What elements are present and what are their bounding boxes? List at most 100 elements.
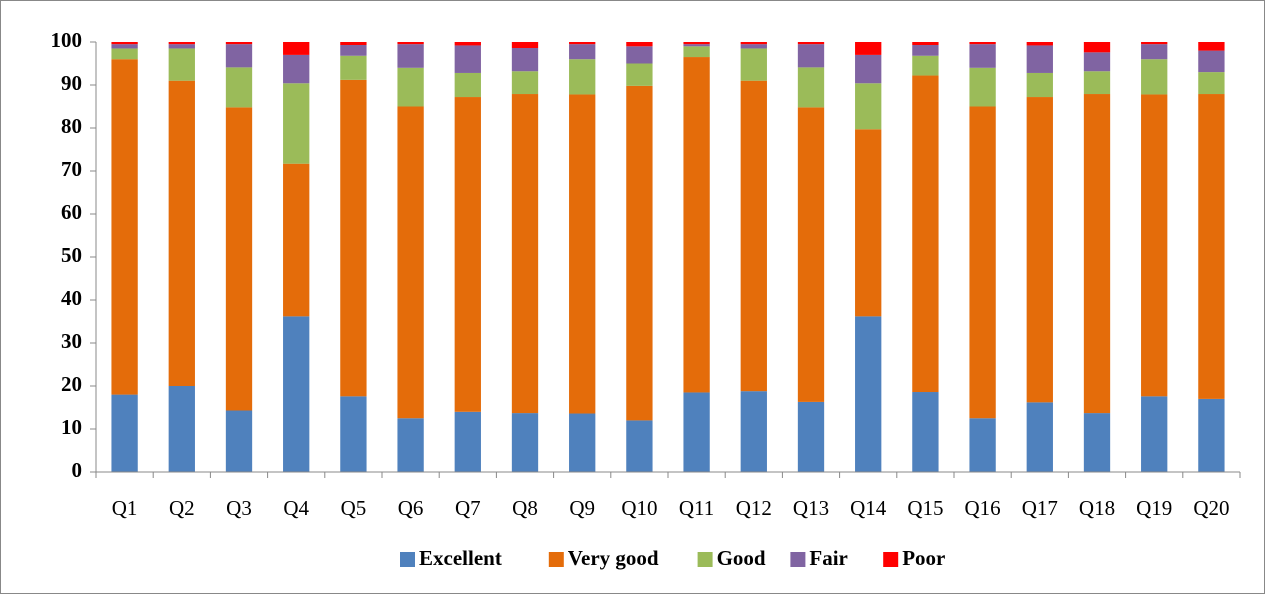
legend-swatch — [790, 552, 806, 567]
bar-segment — [569, 94, 596, 414]
bar-segment — [454, 42, 481, 46]
bar-segment — [740, 44, 767, 49]
bar-segment — [168, 386, 195, 472]
bar-segment — [225, 107, 253, 411]
bar-segment — [1198, 398, 1225, 472]
bar-segment — [168, 80, 195, 386]
x-tick-label: Q13 — [793, 496, 829, 520]
bar-segment — [283, 163, 310, 317]
bar-segment — [340, 45, 367, 56]
bar-segment — [683, 44, 710, 47]
bar-segment — [397, 67, 424, 107]
bar-segment — [1198, 94, 1225, 399]
bar-segment — [1198, 72, 1225, 95]
bar-segment — [340, 79, 367, 397]
bar-segment — [626, 42, 653, 47]
x-tick-label: Q17 — [1022, 496, 1058, 520]
bar-segment — [283, 83, 310, 164]
bar-segment — [1141, 42, 1168, 45]
bar-segment — [740, 80, 767, 392]
y-tick-label: 60 — [61, 200, 82, 224]
y-tick-label: 90 — [61, 71, 82, 95]
bar-segment — [168, 42, 195, 45]
bar-segment — [969, 44, 996, 68]
bar-segment — [855, 129, 882, 317]
bar-segment — [1141, 44, 1168, 60]
bar-segment — [1141, 94, 1168, 397]
bar-segment — [855, 316, 882, 472]
bar-segment — [1026, 97, 1053, 403]
bar-segment — [511, 48, 539, 72]
bar-segment — [626, 420, 653, 472]
bar-segment — [511, 71, 539, 95]
bar-segment — [1083, 52, 1111, 72]
x-tick-label: Q12 — [736, 496, 772, 520]
bar-segment — [569, 413, 596, 472]
bar-segment — [855, 54, 882, 84]
bar-segment — [569, 59, 596, 95]
bar-segment — [225, 410, 253, 472]
bar-segment — [111, 44, 138, 49]
y-tick-label: 70 — [61, 157, 82, 181]
x-tick-label: Q16 — [965, 496, 1001, 520]
legend-label: Fair — [809, 546, 847, 570]
bar-segment — [740, 42, 767, 45]
bar-segment — [969, 67, 996, 107]
x-tick-label: Q3 — [226, 496, 252, 520]
bar-segment — [340, 42, 367, 46]
bar-segment — [912, 42, 939, 46]
bar-segment — [397, 106, 424, 419]
bar-segment — [1026, 42, 1053, 46]
x-tick-label: Q19 — [1136, 496, 1172, 520]
bar-segment — [569, 44, 596, 60]
bar-segment — [683, 46, 710, 58]
bar-segment — [969, 106, 996, 419]
bar-segment — [511, 413, 539, 472]
bar-segment — [454, 45, 481, 73]
bar-segment — [912, 392, 939, 472]
bar-segment — [797, 42, 825, 45]
bar-segment — [569, 42, 596, 45]
bar-segment — [111, 42, 138, 45]
legend-label: Poor — [902, 546, 945, 570]
x-tick-label: Q5 — [341, 496, 367, 520]
bar-segment — [797, 107, 825, 402]
x-tick-label: Q18 — [1079, 496, 1115, 520]
y-tick-label: 40 — [61, 286, 82, 310]
bar-segment — [740, 391, 767, 472]
bar-segment — [283, 316, 310, 472]
x-tick-label: Q9 — [569, 496, 595, 520]
bar-segment — [1198, 50, 1225, 73]
bar-segment — [797, 67, 825, 108]
bar-segment — [797, 401, 825, 472]
bar-segment — [1026, 45, 1053, 73]
bar-segment — [511, 94, 539, 414]
bar-segment — [111, 59, 138, 395]
bar-segment — [1198, 42, 1225, 51]
bar-segment — [397, 44, 424, 68]
bar-segment — [283, 42, 310, 55]
bar-segment — [340, 55, 367, 80]
legend-swatch — [883, 552, 899, 567]
bar-segment — [397, 418, 424, 472]
y-tick-label: 80 — [61, 114, 82, 138]
bar-segment — [683, 57, 710, 393]
bar-segment — [511, 42, 539, 49]
bar-segment — [454, 97, 481, 412]
bar-segment — [1141, 396, 1168, 472]
bar-segment — [912, 45, 939, 56]
x-tick-label: Q11 — [679, 496, 714, 520]
bar-segment — [454, 72, 481, 98]
bar-segment — [797, 44, 825, 68]
y-tick-label: 0 — [72, 458, 83, 482]
bar-segment — [168, 48, 195, 81]
y-tick-label: 50 — [61, 243, 82, 267]
bar-segment — [1141, 59, 1168, 95]
bar-segment — [1083, 42, 1111, 53]
legend-swatch — [548, 552, 564, 567]
bar-segment — [626, 85, 653, 421]
legend-swatch — [400, 552, 415, 567]
y-tick-label: 20 — [61, 372, 82, 396]
x-tick-label: Q15 — [907, 496, 943, 520]
